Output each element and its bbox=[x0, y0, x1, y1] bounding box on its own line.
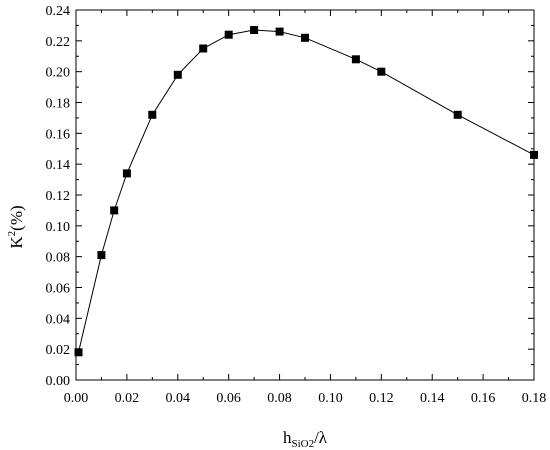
y-axis-ticks: 0.00 0.02 0.04 0.06 0.08 0.10 0.12 0.14 0.16 0.18… bbox=[46, 4, 534, 389]
x-tick-label: 0.06 bbox=[216, 391, 241, 406]
x-axis-title-suffix: /λ bbox=[314, 428, 328, 447]
x-tick-label: 0.10 bbox=[318, 391, 343, 406]
x-axis-title-sub: SiO2 bbox=[291, 438, 314, 450]
data-point bbox=[224, 30, 233, 39]
y-tick-label: 0.10 bbox=[46, 220, 71, 235]
series-line bbox=[78, 29, 535, 353]
y-axis-title-main: K bbox=[7, 236, 26, 249]
data-point bbox=[122, 169, 131, 178]
plot-frame bbox=[75, 9, 535, 381]
x-tick-label: 0.16 bbox=[471, 391, 496, 406]
x-tick-label: 0.02 bbox=[115, 391, 140, 406]
data-point bbox=[275, 27, 284, 36]
data-point bbox=[199, 44, 208, 53]
x-axis-title-main: h bbox=[283, 428, 292, 447]
x-tick-label: 0.18 bbox=[522, 391, 547, 406]
y-tick-label: 0.04 bbox=[46, 312, 71, 327]
y-axis-title: K2(%) bbox=[6, 205, 26, 248]
y-tick-label: 0.24 bbox=[46, 4, 71, 19]
y-axis-title-suffix: (%) bbox=[7, 205, 26, 230]
y-tick-label: 0.12 bbox=[46, 189, 71, 204]
data-point bbox=[301, 33, 309, 42]
x-tick-label: 0.00 bbox=[64, 391, 89, 406]
data-point bbox=[74, 348, 83, 357]
x-tick-label: 0.12 bbox=[369, 391, 394, 406]
y-tick-label: 0.20 bbox=[46, 66, 71, 81]
x-tick-label: 0.08 bbox=[267, 391, 292, 406]
data-point bbox=[148, 110, 157, 119]
data-point bbox=[453, 110, 462, 119]
data-point bbox=[530, 150, 538, 159]
y-tick-label: 0.16 bbox=[46, 127, 71, 142]
data-point bbox=[97, 251, 106, 260]
y-tick-label: 0.06 bbox=[46, 282, 71, 297]
plot-border bbox=[75, 9, 535, 381]
y-tick-label: 0.02 bbox=[46, 343, 71, 358]
data-point bbox=[377, 67, 386, 76]
x-axis-title: hSiO2/λ bbox=[283, 428, 328, 450]
data-point bbox=[110, 206, 119, 215]
x-axis-ticks: 0.00 0.02 0.04 0.06 0.08 0.10 0.12 0.14 0.16 0.18 bbox=[64, 10, 547, 406]
data-point bbox=[250, 26, 259, 34]
y-tick-label: 0.22 bbox=[46, 35, 71, 50]
y-tick-label: 0.00 bbox=[46, 374, 71, 389]
data-point bbox=[351, 55, 360, 64]
x-tick-label: 0.14 bbox=[420, 391, 445, 406]
y-axis-title-sup: 2 bbox=[6, 231, 18, 237]
data-point bbox=[173, 70, 182, 79]
x-tick-label: 0.04 bbox=[166, 391, 191, 406]
series-group bbox=[74, 26, 538, 357]
y-tick-label: 0.14 bbox=[46, 158, 71, 173]
y-tick-label: 0.08 bbox=[46, 251, 71, 266]
y-tick-label: 0.18 bbox=[46, 97, 71, 112]
